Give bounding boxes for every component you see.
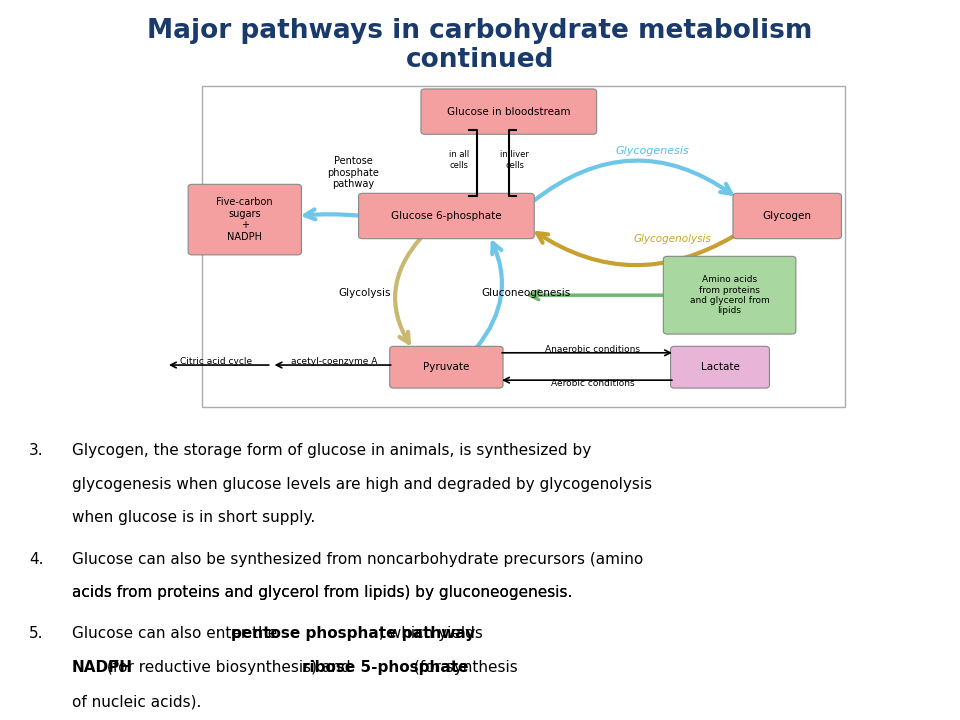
- Text: Glycolysis: Glycolysis: [339, 288, 391, 298]
- Text: glycogenesis when glucose levels are high and degraded by glycogenolysis: glycogenesis when glucose levels are hig…: [72, 477, 652, 492]
- FancyBboxPatch shape: [202, 86, 845, 407]
- Text: Lactate: Lactate: [701, 362, 739, 372]
- Text: Glucose in bloodstream: Glucose in bloodstream: [447, 107, 570, 117]
- Text: Glycogenolysis: Glycogenolysis: [634, 234, 710, 244]
- Text: Anaerobic conditions: Anaerobic conditions: [545, 345, 639, 354]
- Text: continued: continued: [406, 47, 554, 73]
- Text: when glucose is in short supply.: when glucose is in short supply.: [72, 510, 315, 526]
- Text: (for synthesis: (for synthesis: [409, 660, 517, 675]
- Text: Major pathways in carbohydrate metabolism: Major pathways in carbohydrate metabolis…: [147, 18, 813, 44]
- Text: , which yields: , which yields: [379, 626, 483, 642]
- Text: Glucose can also enter the: Glucose can also enter the: [72, 626, 282, 642]
- Text: Glycogenesis: Glycogenesis: [616, 146, 689, 156]
- FancyBboxPatch shape: [359, 193, 534, 239]
- Text: pentose phosphate pathway: pentose phosphate pathway: [231, 626, 475, 642]
- Text: 4.: 4.: [29, 552, 43, 567]
- Text: Gluconeogenesis: Gluconeogenesis: [482, 288, 570, 298]
- Text: (for reductive biosynthesis) and: (for reductive biosynthesis) and: [102, 660, 355, 675]
- Text: Pentose
phosphate
pathway: Pentose phosphate pathway: [327, 156, 379, 189]
- FancyBboxPatch shape: [390, 346, 503, 388]
- FancyArrowPatch shape: [530, 291, 664, 300]
- Text: Glycogen, the storage form of glucose in animals, is synthesized by: Glycogen, the storage form of glucose in…: [72, 443, 591, 458]
- FancyArrowPatch shape: [537, 233, 735, 265]
- Text: Glycogen: Glycogen: [762, 211, 812, 221]
- FancyBboxPatch shape: [188, 184, 301, 255]
- Text: Glucose 6-phosphate: Glucose 6-phosphate: [391, 211, 502, 221]
- FancyBboxPatch shape: [733, 193, 841, 239]
- Text: Amino acids
from proteins
and glycerol from
lipids: Amino acids from proteins and glycerol f…: [689, 275, 770, 315]
- FancyBboxPatch shape: [420, 89, 596, 134]
- Text: ribose 5-phosphate: ribose 5-phosphate: [302, 660, 468, 675]
- Text: acids from proteins and glycerol from lipids) by gluconeogenesis.: acids from proteins and glycerol from li…: [72, 585, 572, 600]
- Text: NADPH: NADPH: [72, 660, 133, 675]
- FancyArrowPatch shape: [396, 238, 420, 343]
- Text: Glucose can also be synthesized from noncarbohydrate precursors (amino: Glucose can also be synthesized from non…: [72, 552, 643, 567]
- FancyArrowPatch shape: [305, 210, 360, 220]
- Text: of nucleic acids).: of nucleic acids).: [72, 694, 202, 709]
- FancyBboxPatch shape: [663, 256, 796, 334]
- Text: Citric acid cycle: Citric acid cycle: [180, 357, 252, 366]
- Text: in liver
cells: in liver cells: [500, 150, 529, 169]
- Text: acids from proteins and glycerol from lipids) by gluconeogenesis.: acids from proteins and glycerol from li…: [72, 585, 572, 600]
- Text: Pyruvate: Pyruvate: [423, 362, 469, 372]
- Text: in all
cells: in all cells: [448, 150, 469, 169]
- FancyBboxPatch shape: [670, 346, 769, 388]
- Text: Five-carbon
sugars
+
NADPH: Five-carbon sugars + NADPH: [217, 197, 273, 242]
- Text: Aerobic conditions: Aerobic conditions: [550, 379, 635, 387]
- FancyArrowPatch shape: [533, 161, 732, 202]
- Text: 3.: 3.: [29, 443, 43, 458]
- FancyArrowPatch shape: [477, 243, 502, 347]
- Text: acetyl-coenzyme A: acetyl-coenzyme A: [291, 357, 377, 366]
- Text: 5.: 5.: [29, 626, 43, 642]
